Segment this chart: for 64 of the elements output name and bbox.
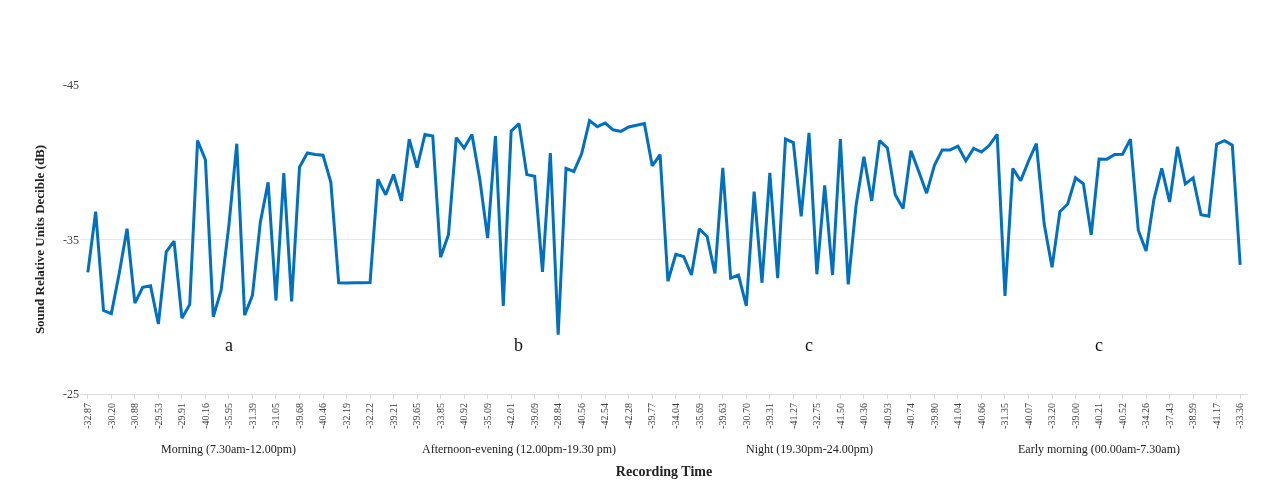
y-tick-label: -45 (63, 78, 79, 93)
x-tick-label: -39.65 (411, 403, 423, 429)
annotation: a (225, 335, 233, 355)
x-axis-title: Recording Time (615, 464, 713, 480)
x-tick-label: -41.50 (834, 403, 846, 429)
text: Afternoon-evening (12.00pm-19.30 pm) (422, 442, 616, 456)
annotation: c (805, 335, 813, 355)
x-tick-label: -40.21 (1093, 403, 1105, 429)
x-tick-label: -41.27 (787, 403, 799, 429)
x-tick-label: -39.63 (717, 403, 729, 429)
x-tick-label: -39.31 (764, 403, 776, 429)
x-tick-label: -29.53 (152, 403, 164, 429)
x-tick-label: -40.74 (905, 403, 917, 429)
x-tick-label: -40.46 (317, 403, 329, 429)
x-tick-label: -40.52 (1116, 403, 1128, 429)
x-tick-label: -30.20 (105, 403, 117, 429)
x-tick-label: -33.36 (1234, 403, 1246, 429)
x-tick-label: -30.70 (740, 403, 752, 429)
y-tick-label: -25 (63, 387, 79, 402)
x-tick-label: -40.56 (575, 403, 587, 429)
x-tick-label: -31.39 (246, 403, 258, 429)
x-tick-label: -34.26 (1140, 403, 1152, 429)
x-tick-label: -33.85 (434, 403, 446, 429)
x-tick-label: -40.92 (458, 403, 470, 429)
x-tick-label: -35.69 (693, 403, 705, 429)
x-tick-label: -37.43 (1163, 403, 1175, 429)
line-series (86, 119, 1242, 337)
x-tick-label: -41.04 (952, 403, 964, 429)
x-tick-label: -33.20 (1046, 403, 1058, 429)
x-tick-label: -28.84 (552, 403, 564, 429)
x-tick-label: -32.75 (811, 403, 823, 429)
x-tick-label: -39.80 (928, 403, 940, 429)
x-tick-label: -32.22 (364, 403, 376, 429)
x-tick-label: -40.93 (881, 403, 893, 429)
x-tick-label: -41.17 (1210, 403, 1222, 429)
x-tick-label: -34.04 (670, 403, 682, 429)
x-tick-label: -31.05 (270, 403, 282, 429)
x-tick-label: -39.77 (646, 403, 658, 429)
x-tick-label: -31.35 (999, 403, 1011, 429)
x-tick-label: -40.07 (1022, 403, 1034, 429)
annotation: c (1095, 335, 1103, 355)
x-tick-label: -29.91 (176, 403, 188, 429)
x-tick-label: -35.09 (481, 403, 493, 429)
x-tick-label: -42.54 (599, 403, 611, 429)
text: Early morning (00.00am-7.30am) (1018, 442, 1180, 456)
x-tick-label: -40.16 (199, 403, 211, 429)
text: Morning (7.30am-12.00pm) (161, 442, 296, 456)
y-axis-title: Sound Relative Units Decible (dB) (31, 144, 47, 335)
x-tick-label: -40.36 (858, 403, 870, 429)
x-tick-label: -39.00 (1069, 403, 1081, 429)
annotation: b (514, 335, 523, 355)
x-tick-label: -42.28 (622, 403, 634, 429)
text: Night (19.30pm-24.00pm) (746, 442, 873, 456)
x-tick-label: -39.21 (387, 403, 399, 429)
x-tick-label: -35.95 (223, 403, 235, 429)
x-tick-label: -40.66 (975, 403, 987, 429)
x-tick-label: -30.88 (129, 403, 141, 429)
x-tick-label: -32.19 (340, 403, 352, 429)
x-tick-label: -38.99 (1187, 403, 1199, 429)
y-tick-label: -35 (63, 232, 79, 247)
x-tick-label: -39.09 (528, 403, 540, 429)
x-tick-label: -42.01 (505, 403, 517, 429)
x-tick-label: -32.87 (82, 403, 94, 429)
x-tick-label: -39.68 (293, 403, 305, 429)
